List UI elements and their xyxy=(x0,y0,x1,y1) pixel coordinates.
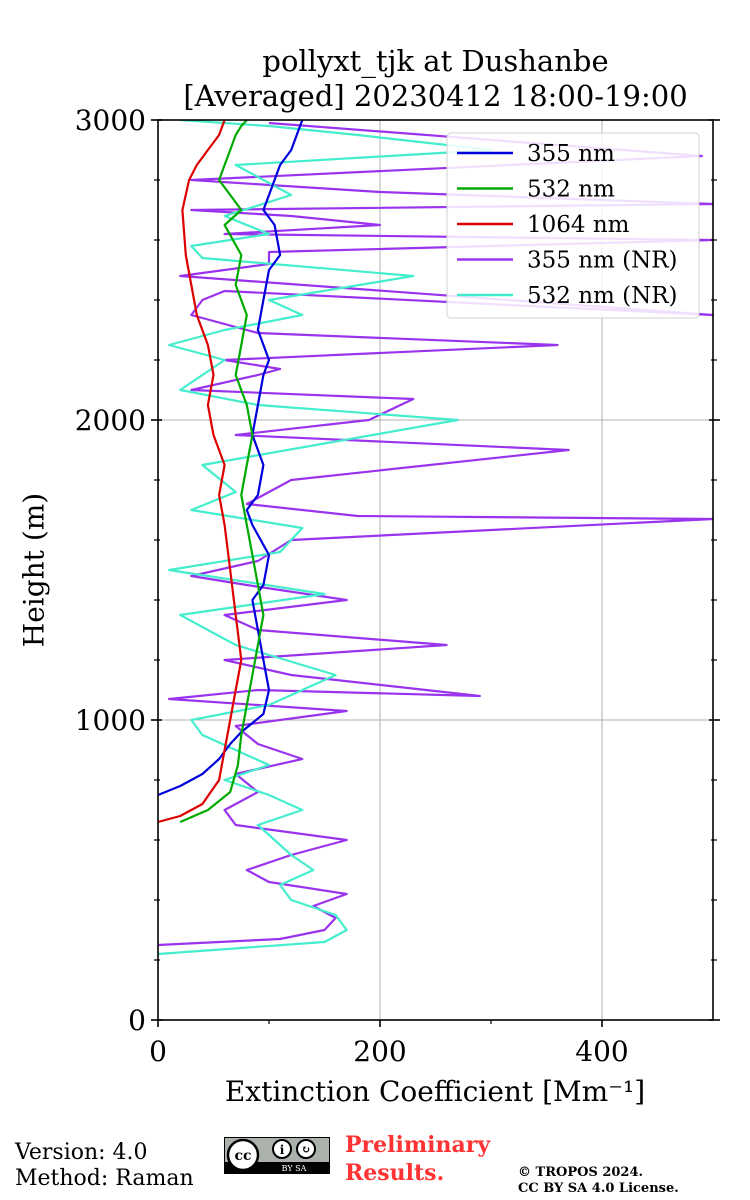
legend-box xyxy=(446,132,700,319)
svg-text:↻: ↻ xyxy=(301,1143,310,1156)
y-tick-label: 1000 xyxy=(75,704,146,737)
y-tick-label: 3000 xyxy=(75,104,146,137)
preliminary-line2: Results. xyxy=(345,1160,445,1186)
version-text: Version: 4.0 xyxy=(15,1140,148,1165)
chart-plot: 0 200 400 0 1000 2000 3000 355 nm 532 nm 1064 nm… xyxy=(75,104,720,1068)
chart-title: pollyxt_tjk at Dushanbe xyxy=(262,44,609,78)
preliminary-note: Preliminary Results. xyxy=(345,1131,490,1187)
svg-text:i: i xyxy=(280,1143,285,1157)
cc-badge-text: BY SA xyxy=(282,1164,307,1173)
series-line-2 xyxy=(158,120,243,824)
svg-text:cc: cc xyxy=(234,1148,251,1164)
copyright-note: © TROPOS 2024. CC BY SA 4.0 License. xyxy=(518,1165,679,1197)
x-tick-label: 400 xyxy=(575,1035,628,1068)
sa-icon xyxy=(296,1139,316,1159)
legend-label: 532 nm xyxy=(527,177,615,203)
cc-icon xyxy=(226,1138,260,1172)
series-layer xyxy=(158,120,713,956)
by-icon xyxy=(272,1139,292,1159)
series-line-1 xyxy=(179,120,265,824)
x-tick-label: 200 xyxy=(353,1035,406,1068)
cc-license-badge: cc i ↻ BY SA xyxy=(224,1137,330,1174)
legend-label: 1064 nm xyxy=(527,212,630,238)
x-tick-label: 0 xyxy=(149,1035,167,1068)
plot-frame xyxy=(157,119,714,1021)
preliminary-line1: Preliminary xyxy=(345,1132,491,1158)
chart-subtitle: [Averaged] 20230412 18:00-19:00 xyxy=(183,79,688,113)
legend: 355 nm 532 nm 1064 nm 355 nm (NR) 532 nm (NR… xyxy=(446,132,700,319)
legend-label: 355 nm xyxy=(527,141,615,167)
series-line-4 xyxy=(158,120,493,956)
y-tick-label: 2000 xyxy=(75,404,146,437)
tick-layer: 0 200 400 0 1000 2000 3000 xyxy=(75,104,720,1068)
legend-label: 355 nm (NR) xyxy=(527,248,678,274)
copyright-line1: © TROPOS 2024. xyxy=(518,1165,644,1180)
y-axis-label: Height (m) xyxy=(17,492,51,648)
legend-label: 532 nm (NR) xyxy=(527,283,678,309)
y-tick-label: 0 xyxy=(128,1004,146,1037)
x-axis-label: Extinction Coefficient [Mm⁻¹] xyxy=(224,1075,646,1108)
copyright-line2: CC BY SA 4.0 License. xyxy=(518,1181,679,1196)
method-text: Method: Raman xyxy=(15,1166,194,1191)
series-line-3 xyxy=(158,121,713,947)
